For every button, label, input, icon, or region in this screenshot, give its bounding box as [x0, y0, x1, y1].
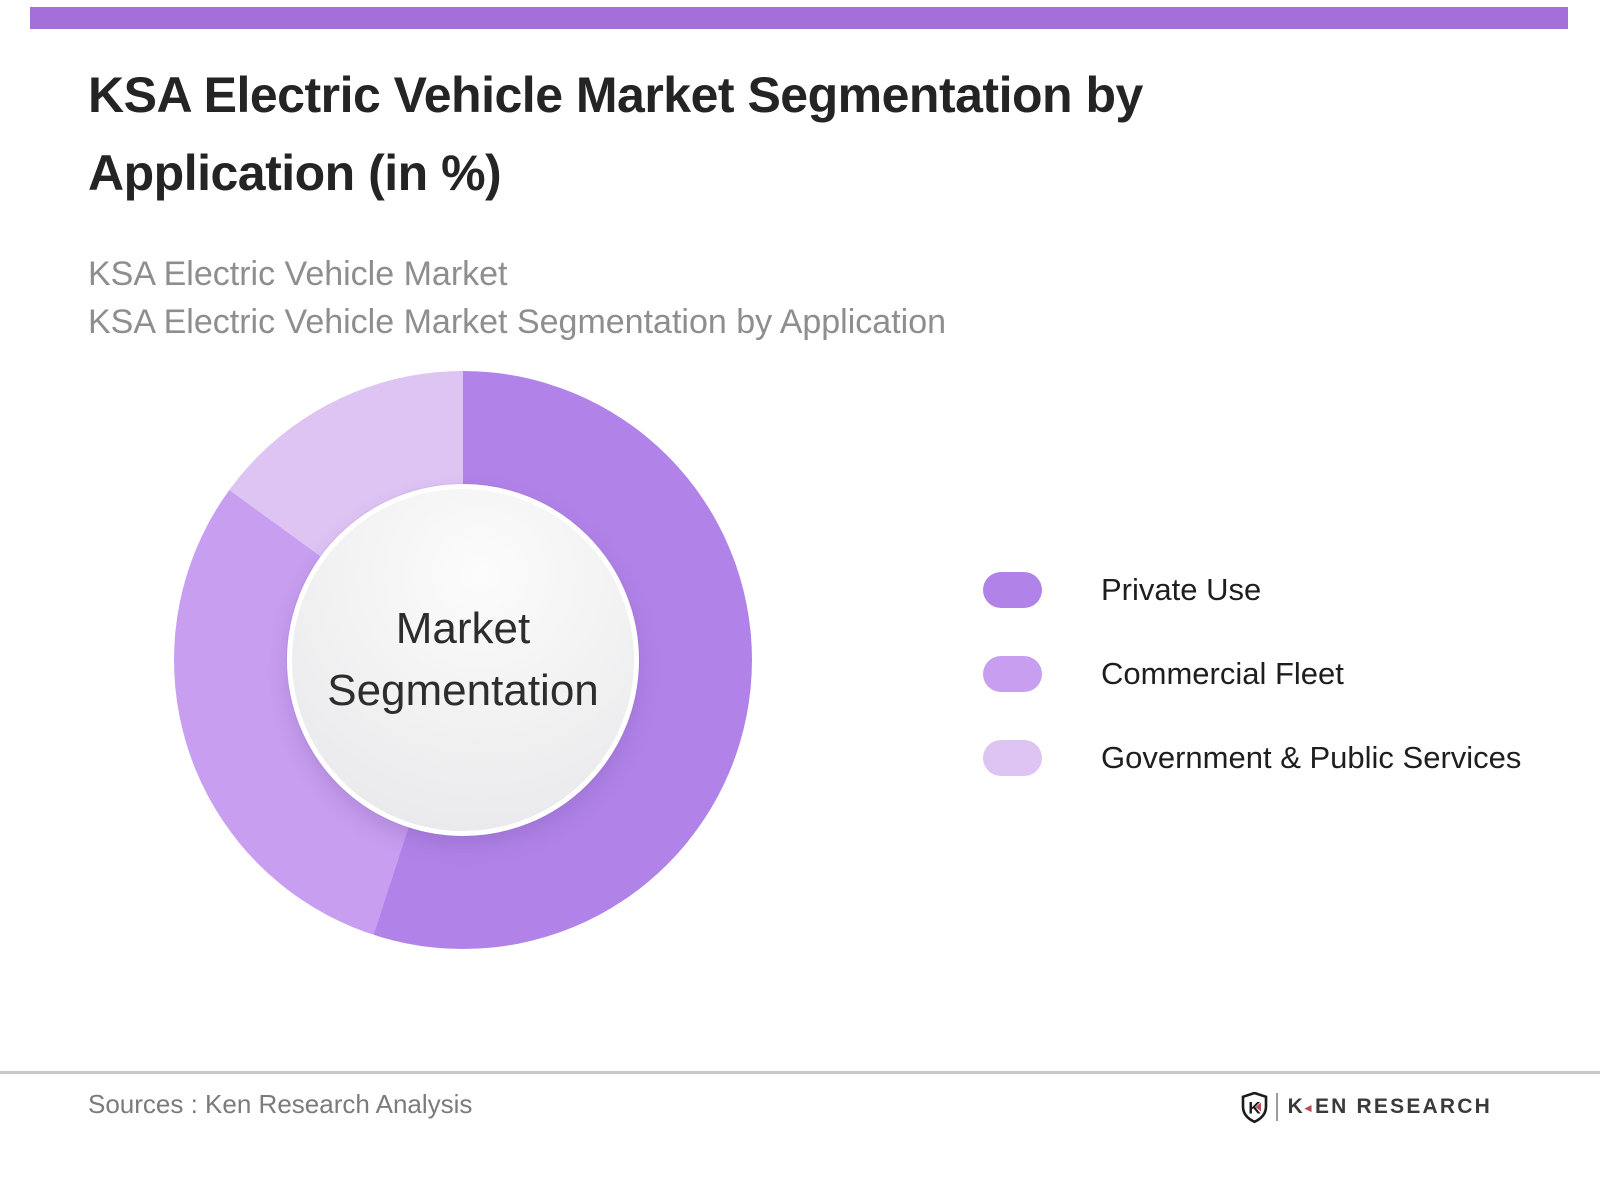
page-subtitle-line2: KSA Electric Vehicle Market Segmentation…	[88, 303, 947, 341]
page-title-line1: KSA Electric Vehicle Market Segmentation…	[88, 67, 1143, 123]
legend-swatch-government-public-services	[983, 740, 1042, 776]
top-accent-bar	[30, 7, 1568, 29]
legend-swatch-private-use	[983, 572, 1042, 608]
donut-chart: Market Segmentation	[174, 371, 752, 949]
chart-legend: Private Use Commercial Fleet Government …	[983, 572, 1521, 824]
legend-item-private-use: Private Use	[983, 572, 1521, 608]
shield-red-triangle-icon	[1255, 1102, 1261, 1111]
page-subtitle: KSA Electric Vehicle Market KSA Electric…	[88, 250, 1338, 346]
legend-label-government-public-services: Government & Public Services	[1101, 740, 1522, 775]
logo-red-triangle-icon: ◄	[1302, 1101, 1314, 1115]
logo-wordmark: K ◄ EN RESEARCH	[1288, 1095, 1492, 1119]
donut-center-label-line2: Segmentation	[327, 666, 599, 715]
legend-swatch-commercial-fleet	[983, 656, 1042, 692]
legend-item-commercial-fleet: Commercial Fleet	[983, 656, 1521, 692]
legend-item-government-public-services: Government & Public Services	[983, 740, 1521, 776]
ken-research-logo: K K ◄ EN RESEARCH	[1241, 1089, 1492, 1125]
footer-divider	[0, 1071, 1600, 1074]
shield-k-icon: K	[1241, 1091, 1267, 1123]
shield-letter: K	[1248, 1098, 1261, 1117]
logo-separator	[1275, 1093, 1278, 1121]
legend-label-commercial-fleet: Commercial Fleet	[1101, 656, 1344, 691]
sources-note: Sources : Ken Research Analysis	[88, 1089, 473, 1119]
donut-center-label-line1: Market	[395, 604, 531, 653]
legend-label-private-use: Private Use	[1101, 572, 1262, 607]
logo-wordmark-k: K	[1287, 1095, 1306, 1118]
logo-wordmark-rest: EN RESEARCH	[1314, 1095, 1492, 1118]
donut-center-label: Market Segmentation	[327, 598, 599, 722]
page-subtitle-line1: KSA Electric Vehicle Market	[88, 255, 508, 293]
page-title: KSA Electric Vehicle Market Segmentation…	[88, 56, 1338, 212]
donut-center-circle: Market Segmentation	[287, 484, 639, 836]
page-title-line2: Application (in %)	[88, 145, 502, 201]
